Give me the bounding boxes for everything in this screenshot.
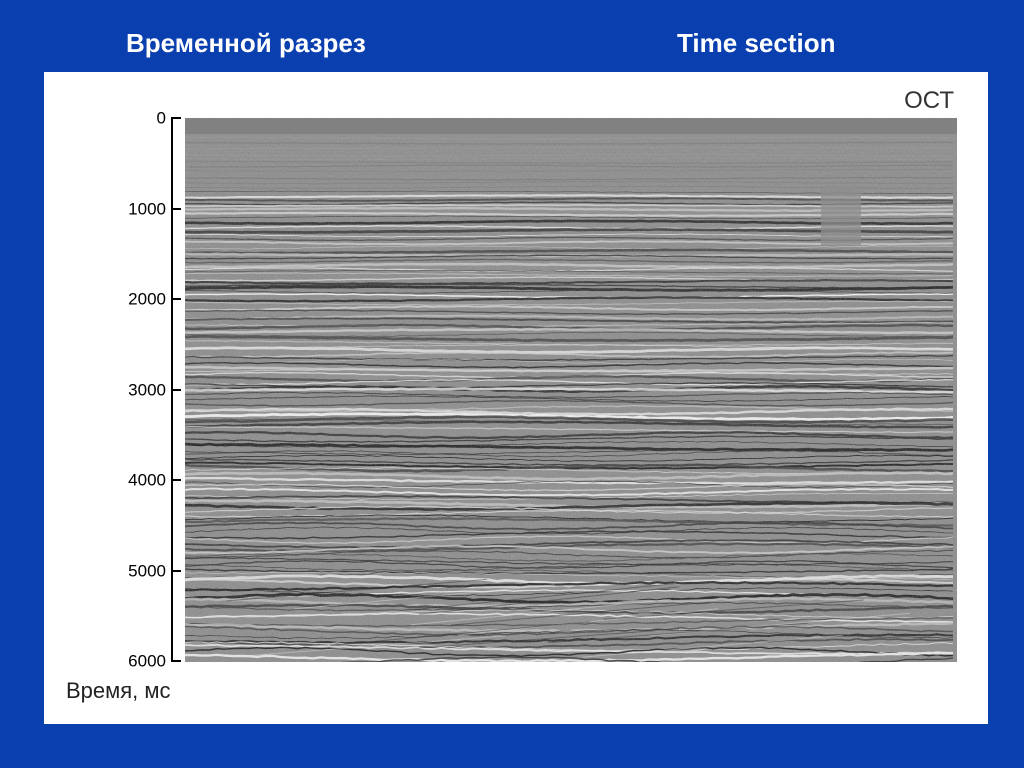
title-english: Time section bbox=[677, 28, 836, 58]
time-axis-tick bbox=[171, 298, 181, 300]
time-axis-tick-label: 4000 bbox=[128, 470, 166, 490]
time-axis-tick-label: 1000 bbox=[128, 199, 166, 218]
figure-panel: ОСТ 0 1000 2000 bbox=[44, 72, 988, 724]
time-axis-tick bbox=[171, 569, 181, 572]
title-russian: Временной разрез bbox=[126, 28, 366, 58]
time-axis-tick bbox=[171, 660, 181, 662]
time-axis-tick-label: 2000 bbox=[128, 289, 166, 309]
time-axis-tick bbox=[171, 479, 181, 481]
time-axis-tick-label: 6000 bbox=[128, 651, 166, 671]
seismic-image bbox=[185, 118, 957, 662]
seismic-time-section bbox=[185, 118, 957, 662]
time-axis-tick bbox=[171, 388, 181, 391]
time-axis-title: Время, мс bbox=[66, 678, 171, 703]
time-axis-tick-label: 0 bbox=[156, 108, 166, 128]
time-axis-tick-label: 3000 bbox=[128, 380, 166, 399]
time-axis-tick-label: 5000 bbox=[128, 561, 166, 580]
time-axis-tick bbox=[171, 207, 181, 210]
oct-label: ОСТ bbox=[904, 87, 954, 114]
time-axis-tick bbox=[171, 117, 181, 119]
